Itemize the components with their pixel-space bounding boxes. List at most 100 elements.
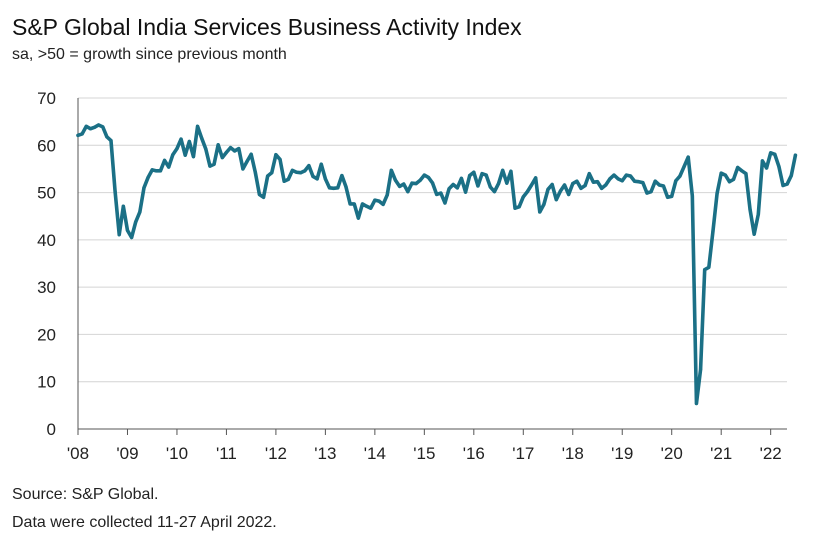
data-point [608, 177, 612, 181]
data-point [175, 147, 179, 151]
data-point [101, 125, 105, 129]
data-point [348, 202, 352, 206]
data-point [727, 180, 732, 184]
data-point [228, 146, 233, 150]
data-point [414, 181, 418, 186]
data-point [653, 179, 657, 183]
x-tick-label: '08 [67, 444, 89, 463]
data-point [513, 206, 517, 210]
data-point [496, 181, 501, 186]
data-point [212, 162, 216, 166]
data-point [711, 229, 715, 233]
data-point [538, 210, 542, 214]
data-point [360, 202, 365, 206]
data-point [356, 216, 360, 220]
data-point [216, 143, 220, 147]
data-point [377, 199, 381, 203]
data-point [109, 138, 113, 143]
x-tick-label: '13 [314, 444, 336, 463]
data-point [773, 152, 777, 156]
data-point [274, 153, 278, 157]
data-point [686, 155, 690, 159]
data-point [439, 191, 443, 195]
x-tick-label: '17 [512, 444, 534, 463]
data-point [752, 232, 756, 236]
data-point [92, 125, 97, 129]
data-point [249, 152, 253, 156]
x-tick-label: '15 [413, 444, 435, 463]
gridlines [78, 97, 787, 383]
data-point [633, 179, 637, 183]
x-tick-label: '12 [265, 444, 287, 463]
data-point [381, 202, 385, 206]
data-point [286, 177, 290, 181]
y-axis-ticks: 0 10 20 30 40 50 60 70 [37, 89, 56, 439]
data-point [567, 192, 571, 197]
data-point [402, 182, 406, 186]
data-point [649, 190, 653, 194]
data-point [84, 124, 88, 128]
y-tick-label: 60 [37, 136, 56, 155]
data-point [80, 132, 84, 136]
x-tick-label: '16 [463, 444, 485, 463]
data-point [628, 174, 633, 178]
y-tick-label: 20 [37, 325, 56, 344]
data-point [171, 153, 175, 157]
data-point [637, 180, 641, 184]
data-point [389, 168, 393, 172]
data-point [352, 202, 356, 206]
data-point [253, 170, 257, 174]
data-point [459, 176, 464, 180]
x-tick-label: '21 [710, 444, 732, 463]
data-point [661, 184, 666, 188]
collection-note: Data were collected 11-27 April 2022. [12, 514, 277, 531]
data-point [418, 178, 422, 182]
data-point [319, 162, 323, 166]
data-point [233, 149, 237, 153]
data-point [777, 164, 781, 169]
line-chart: 0 10 20 30 40 50 60 70 '08 '09 '10 '11 '12 '13 '14 '15… [37, 89, 798, 463]
data-point [550, 182, 554, 187]
y-tick-label: 30 [37, 278, 56, 297]
data-point [406, 190, 410, 194]
data-point [241, 167, 245, 171]
data-point [595, 180, 600, 184]
data-point [785, 182, 789, 186]
data-point [600, 186, 604, 190]
data-point [571, 181, 575, 186]
data-point [715, 191, 719, 196]
data-point [299, 171, 303, 175]
data-point [121, 204, 125, 208]
data-point [534, 176, 538, 180]
data-point [624, 173, 628, 177]
data-point [270, 171, 274, 175]
data-point [517, 205, 521, 209]
data-point [294, 170, 299, 174]
data-point [769, 151, 773, 155]
data-point [562, 183, 567, 187]
data-point [760, 159, 765, 163]
data-point [130, 235, 134, 240]
x-tick-label: '09 [116, 444, 138, 463]
data-point [266, 174, 270, 178]
x-tick-label: '19 [611, 444, 633, 463]
data-point [554, 198, 558, 202]
data-point [682, 164, 686, 169]
data-point [463, 190, 468, 194]
data-point [97, 123, 101, 127]
x-tick-label: '20 [661, 444, 683, 463]
data-point [521, 195, 525, 199]
data-point [740, 169, 744, 173]
x-tick-label: '22 [760, 444, 782, 463]
data-point [303, 169, 307, 173]
data-point [698, 367, 703, 372]
data-point [525, 190, 530, 194]
data-point [616, 177, 620, 181]
data-point [789, 173, 793, 178]
data-point [604, 183, 608, 187]
data-point [505, 181, 509, 185]
data-point [492, 190, 497, 194]
data-point [282, 179, 286, 183]
data-point [542, 202, 546, 206]
data-point [261, 195, 266, 199]
